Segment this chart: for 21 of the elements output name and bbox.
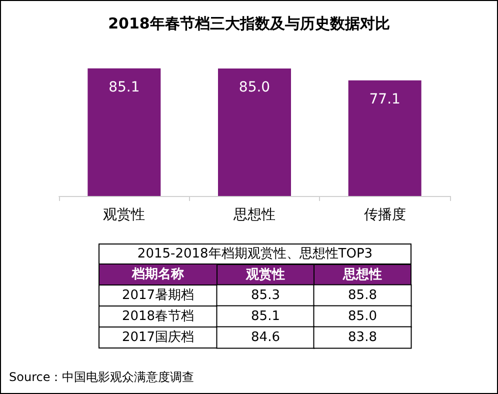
data-label: 85.0: [238, 80, 270, 96]
data-label: 85.0: [348, 309, 377, 324]
data-label: 77.1: [369, 91, 400, 108]
x-tick-label: 思想性: [232, 207, 276, 223]
chart-title: 2015-2018年档期观赏性、思想性TOP3: [137, 246, 373, 262]
x-tick-label: 思想性: [342, 266, 382, 282]
data-label: 85.8: [348, 288, 377, 303]
chart-title: 2018年春节档三大指数及与历史数据对比: [108, 14, 390, 32]
x-tick-label: 传播度: [364, 207, 406, 223]
x-tick-label: 观赏性: [103, 207, 146, 223]
y-axis-title: 档期名称: [131, 267, 185, 282]
y-tick-label: 2018春节档: [122, 309, 194, 324]
x-tick-label: 观赏性: [245, 268, 285, 282]
data-label: 85.1: [108, 79, 140, 96]
source-note: Source：中国电影观众满意度调查: [9, 370, 194, 384]
data-label: 84.6: [251, 330, 280, 345]
y-tick-label: 2017国庆档: [122, 330, 194, 345]
data-label: 83.8: [348, 330, 377, 345]
data-label: 85.3: [251, 288, 280, 303]
y-tick-label: 2017暑期档: [122, 288, 194, 303]
data-label: 85.1: [251, 309, 280, 324]
